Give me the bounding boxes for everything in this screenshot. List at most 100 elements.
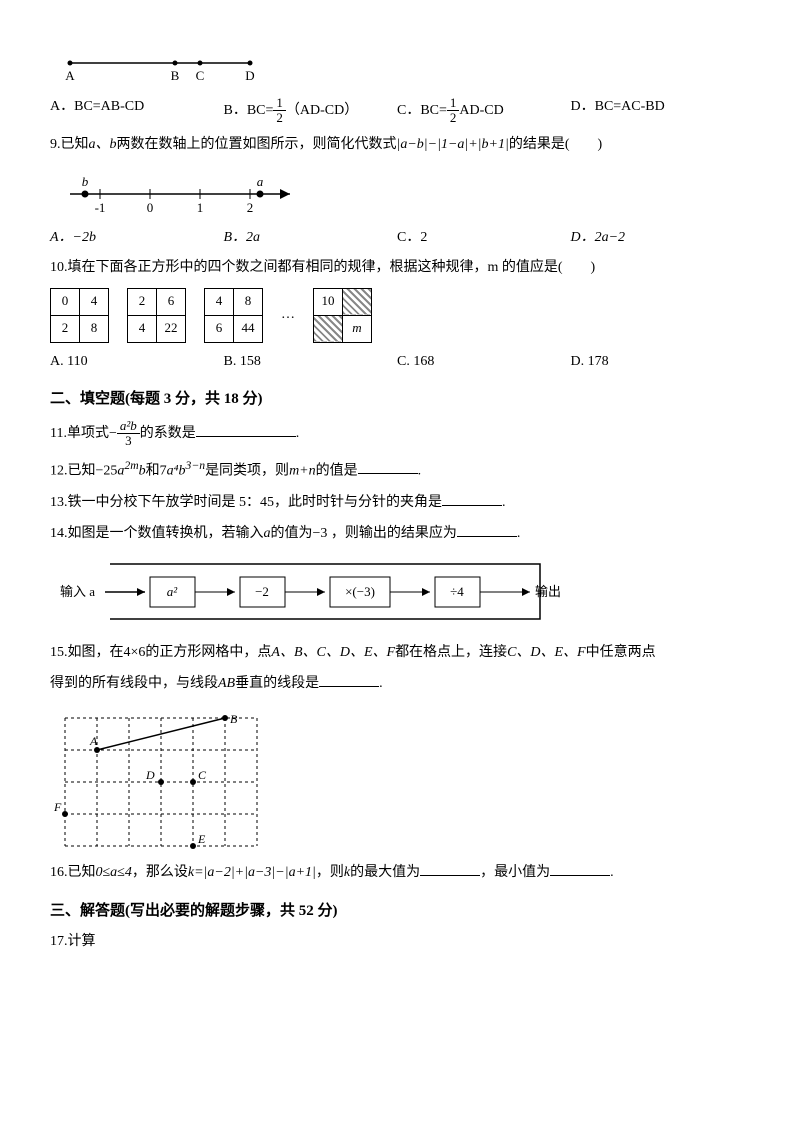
q8-optC: C．BC=12AD-CD xyxy=(397,96,571,126)
q9-optD: D．2a−2 xyxy=(571,227,745,249)
q15-l2-pre: 得到的所有线段中，与线段 xyxy=(50,676,218,691)
q12-b1: b xyxy=(139,463,146,478)
c: 6 xyxy=(157,288,186,315)
q15-line1: 15.如图，在4×6的正方形网格中，点A、B、C、D、E、F都在格点上，连接C、… xyxy=(50,642,744,664)
svg-text:D: D xyxy=(245,68,254,83)
q16: 16.已知0≤a≤4，那么设k=|a−2|+|a−3|−|a+1|，则k的最大值… xyxy=(50,861,744,884)
q10-t1: 04 28 xyxy=(50,288,109,343)
q13-text: 13.铁一中分校下午放学时间是 5：45，此时时针与分针的夹角是 xyxy=(50,495,442,510)
svg-text:a: a xyxy=(257,174,264,189)
q10-t4: 10 m xyxy=(313,288,372,343)
q15-l1-mid2: 都在格点上，连接 xyxy=(395,645,507,660)
q8-optB-num: 1 xyxy=(273,96,286,111)
q13-end: . xyxy=(502,495,506,510)
q16-mid2: ，则 xyxy=(316,865,344,880)
svg-text:输入 a: 输入 a xyxy=(60,584,95,599)
svg-text:a²: a² xyxy=(167,584,179,599)
svg-text:2: 2 xyxy=(247,200,254,215)
flow-svg: 输入 a a² −2 ×(−3) ÷4 输出 xyxy=(50,554,570,634)
q12-e3: 3−n xyxy=(186,459,206,472)
q9-optB: B．2a xyxy=(224,227,398,249)
q11-num: a²b xyxy=(117,419,140,434)
q12-pre: 12.已知−25 xyxy=(50,463,117,478)
q12-blank xyxy=(358,459,418,474)
q16-blank1 xyxy=(420,861,480,876)
q8-optB-den: 2 xyxy=(273,111,286,125)
q11-post: 的系数是 xyxy=(140,426,196,441)
c: 44 xyxy=(234,315,263,342)
q15-pts2: C、D、E、F xyxy=(507,645,586,660)
q12: 12.已知−25a2mb和7a⁴b3−n是同类项，则m+n的值是. xyxy=(50,457,744,483)
q14: 14.如图是一个数值转换机，若输入a的值为−3 ，则输出的结果应为. xyxy=(50,522,744,545)
svg-text:F: F xyxy=(53,800,62,814)
q14-blank xyxy=(457,522,517,537)
svg-text:B: B xyxy=(171,68,180,83)
hatch-cell xyxy=(314,315,343,342)
q15-line2: 得到的所有线段中，与线段AB垂直的线段是. xyxy=(50,672,744,695)
q10-options: A. 110 B. 158 C. 168 D. 178 xyxy=(50,351,744,373)
svg-text:-1: -1 xyxy=(95,200,106,215)
q11-blank xyxy=(196,422,296,437)
q9-optC: C．2 xyxy=(397,227,571,249)
hatch-cell xyxy=(343,288,372,315)
q16-mid1: ，那么设 xyxy=(132,865,188,880)
q8-optA: A．BC=AB-CD xyxy=(50,96,224,126)
q15-dim: 4×6 xyxy=(124,645,146,660)
q9-ab: a、b xyxy=(89,137,117,152)
q12-e1: 2m xyxy=(124,459,138,472)
q15-l2-post: 垂直的线段是 xyxy=(235,676,319,691)
number-line-svg: -1 0 1 2 b a xyxy=(50,164,310,219)
q12-post2: 的值是 xyxy=(316,463,358,478)
svg-text:输出: 输出 xyxy=(535,584,561,599)
q8-optC-pre: C．BC= xyxy=(397,103,447,118)
q15-figure: A B D C F E xyxy=(50,703,744,853)
q14-figure: 输入 a a² −2 ×(−3) ÷4 输出 xyxy=(50,554,744,634)
q9-optA: A．−2b xyxy=(50,227,224,249)
q11-den: 3 xyxy=(117,434,140,448)
q10-text-span: 10.填在下面各正方形中的四个数之间都有相同的规律，根据这种规律，m 的值应是(… xyxy=(50,260,595,275)
q15-end: . xyxy=(379,676,383,691)
q12-end: . xyxy=(418,463,422,478)
q10-t2: 26 422 xyxy=(127,288,186,343)
q8-figure: A B C D xyxy=(50,48,744,88)
q8-options: A．BC=AB-CD B．BC=12（AD-CD） C．BC=12AD-CD D… xyxy=(50,96,744,126)
line-abcd-svg: A B C D xyxy=(50,48,270,88)
q10-optD: D. 178 xyxy=(571,351,745,373)
q15-pts: A、B、C、D、E、F xyxy=(271,645,395,660)
svg-text:B: B xyxy=(230,712,238,726)
q8-optC-post: AD-CD xyxy=(459,103,503,118)
q9-expr: |a−b|−|1−a|+|b+1| xyxy=(397,137,509,152)
c: 8 xyxy=(80,315,109,342)
q16-blank2 xyxy=(550,861,610,876)
q10-t3: 48 644 xyxy=(204,288,263,343)
q14-mid: 的值为−3 ，则输出的结果应为 xyxy=(271,526,457,541)
section3-title: 三、解答题(写出必要的解题步骤，共 52 分) xyxy=(50,899,744,923)
c: 4 xyxy=(205,288,234,315)
q16-mid3: 的最大值为 xyxy=(350,865,420,880)
svg-text:−2: −2 xyxy=(255,584,269,599)
c: 6 xyxy=(205,315,234,342)
q10-optA: A. 110 xyxy=(50,351,224,373)
q16-expr: k=|a−2|+|a−3|−|a+1| xyxy=(188,865,316,880)
q14-pre: 14.如图是一个数值转换机，若输入 xyxy=(50,526,264,541)
q9-figure: -1 0 1 2 b a xyxy=(50,164,744,219)
q10-optC: C. 168 xyxy=(397,351,571,373)
q12-post: 是同类项，则 xyxy=(205,463,289,478)
q8-optC-num: 1 xyxy=(447,96,460,111)
q9-text: 9.已知a、b两数在数轴上的位置如图所示，则简化代数式|a−b|−|1−a|+|… xyxy=(50,134,744,156)
svg-text:D: D xyxy=(145,768,155,782)
svg-text:0: 0 xyxy=(147,200,154,215)
svg-text:A: A xyxy=(65,68,75,83)
q9-mid: 两数在数轴上的位置如图所示，则简化代数式 xyxy=(117,137,397,152)
c: 8 xyxy=(234,288,263,315)
svg-text:C: C xyxy=(198,768,207,782)
q8-optD: D．BC=AC-BD xyxy=(571,96,745,126)
q8-optB: B．BC=12（AD-CD） xyxy=(224,96,398,126)
q15-l1-pre: 15.如图，在 xyxy=(50,645,124,660)
q9-post: 的结果是( ) xyxy=(509,137,602,152)
q15-l1-post: 中任意两点 xyxy=(586,645,656,660)
svg-text:b: b xyxy=(82,174,89,189)
q10-tables: 04 28 26 422 48 644 … 10 m xyxy=(50,288,744,343)
c: 0 xyxy=(51,288,80,315)
c: 22 xyxy=(157,315,186,342)
